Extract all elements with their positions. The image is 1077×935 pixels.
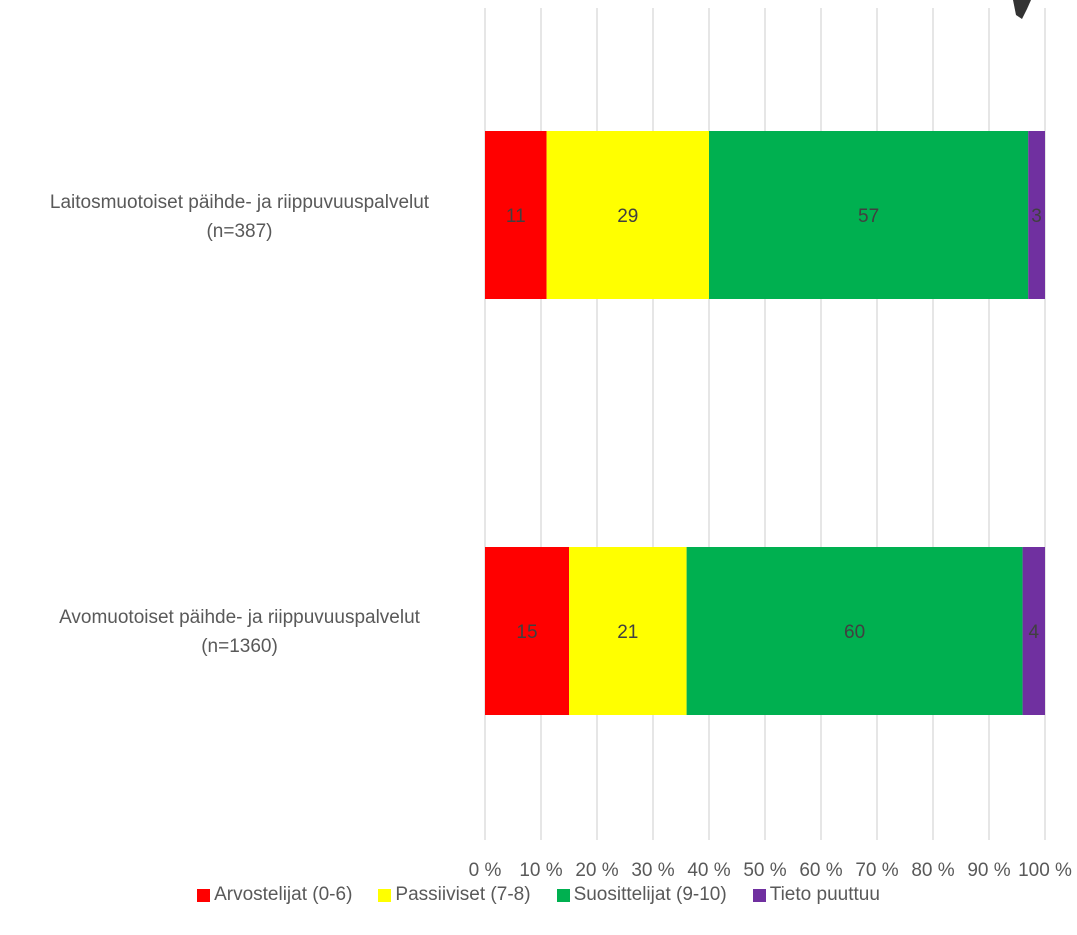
x-tick-label: 20 % — [575, 860, 618, 881]
x-tick-label: 60 % — [799, 860, 842, 881]
bar-segment — [1028, 131, 1045, 299]
x-tick-label: 90 % — [967, 860, 1010, 881]
data-label: 11 — [506, 206, 526, 227]
x-tick-label: 40 % — [687, 860, 730, 881]
x-tick-label: 50 % — [743, 860, 786, 881]
data-label: 21 — [617, 622, 638, 643]
data-label: 60 — [844, 622, 865, 643]
legend-swatch — [556, 888, 570, 902]
x-tick-label: 100 % — [1018, 860, 1072, 881]
legend-item-tieto-puuttuu: Tieto puuttuu — [752, 884, 880, 906]
legend-item-passiiviset: Passiiviset (7-8) — [378, 884, 531, 906]
bar-segment — [546, 131, 709, 299]
x-tick-label: 80 % — [911, 860, 954, 881]
bar-segment — [1022, 547, 1045, 715]
decorative-mark — [1013, 0, 1031, 19]
legend-swatch — [752, 888, 766, 902]
category-label-2: Avomuotoiset päihde- ja riippuvuuspalvel… — [2, 603, 477, 661]
bar-segment — [686, 547, 1023, 715]
x-axis-ticks: 0 % 10 % 20 % 30 % 40 % 50 % 60 % 70 % 80 % 90 % 1… — [469, 860, 1072, 881]
category-label-1: Laitosmuotoiset päihde- ja riippuvuuspal… — [2, 188, 477, 246]
data-label: 4 — [1029, 622, 1040, 643]
category-label-1-line1: Laitosmuotoiset päihde- ja riippuvuuspal… — [49, 192, 430, 213]
legend-label: Arvostelijat (0-6) — [214, 884, 353, 905]
legend: Arvostelijat (0-6) Passiiviset (7-8) Suo… — [0, 884, 1077, 906]
category-label-2-line1: Avomuotoiset päihde- ja riippuvuuspalvel… — [59, 607, 420, 628]
bars: 11 29 57 3 15 21 60 4 — [485, 131, 1045, 715]
bar-segment — [709, 131, 1029, 299]
x-tick-label: 70 % — [855, 860, 898, 881]
legend-item-suosittelijat: Suosittelijat (9-10) — [556, 884, 727, 906]
data-label: 57 — [858, 206, 879, 227]
data-label: 3 — [1031, 206, 1042, 227]
legend-label: Suosittelijat (9-10) — [573, 884, 727, 905]
x-tick-label: 30 % — [631, 860, 674, 881]
legend-swatch — [197, 888, 211, 902]
legend-label: Tieto puuttuu — [769, 884, 880, 905]
legend-item-arvostelijat: Arvostelijat (0-6) — [197, 884, 352, 906]
legend-swatch — [378, 888, 392, 902]
data-label: 15 — [516, 622, 537, 643]
x-tick-label: 10 % — [519, 860, 562, 881]
x-tick-label: 0 % — [469, 860, 502, 881]
legend-label: Passiiviset (7-8) — [395, 884, 531, 905]
category-label-1-line2: (n=387) — [206, 221, 273, 242]
bar-segment — [485, 131, 547, 299]
bar-segment — [569, 547, 687, 715]
data-label: 29 — [617, 206, 638, 227]
category-label-2-line2: (n=1360) — [201, 636, 278, 657]
bar-segment — [485, 547, 569, 715]
